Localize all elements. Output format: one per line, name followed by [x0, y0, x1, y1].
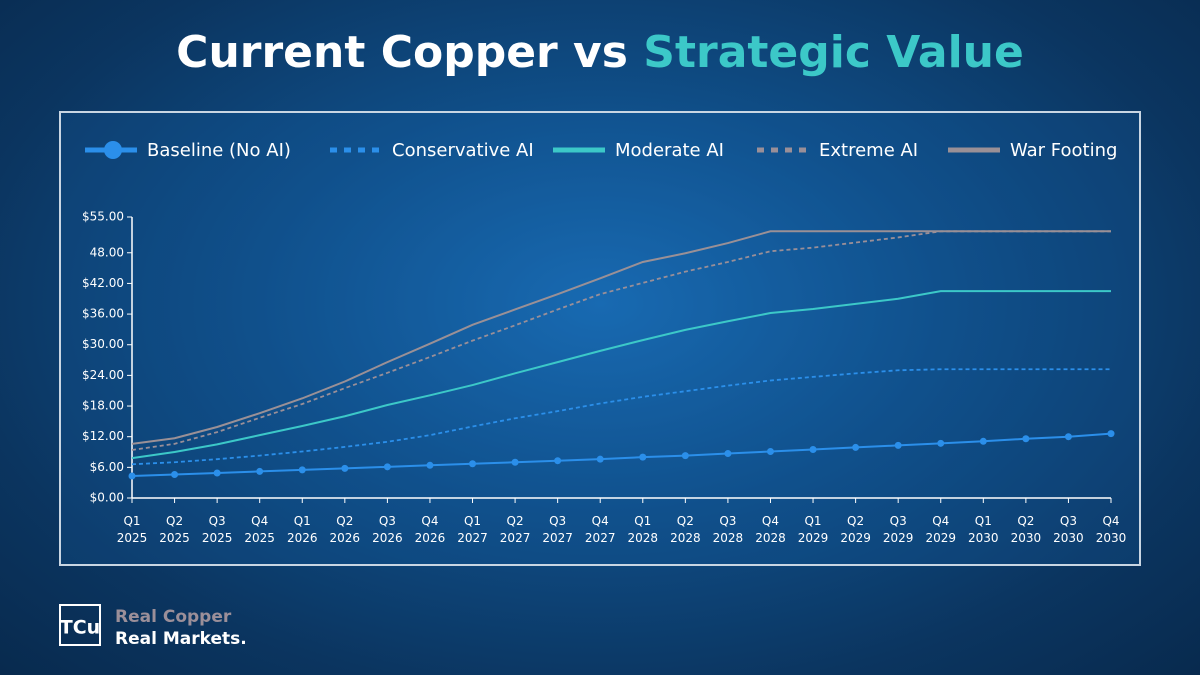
point	[213, 469, 221, 477]
legend-marker	[104, 141, 122, 159]
point	[511, 458, 519, 466]
point	[1022, 435, 1030, 443]
x-tick-label: Q2 2027	[499, 514, 531, 545]
point	[894, 441, 902, 449]
x-tick-label: Q3 2028	[712, 514, 744, 545]
logo: TCu	[60, 617, 100, 639]
x-tick-label: Q4 2025	[244, 514, 275, 545]
footer-line1: Real Copper	[115, 607, 232, 627]
point	[298, 466, 306, 474]
logo-box	[59, 604, 101, 646]
x-tick-label: Q2 2028	[670, 514, 701, 545]
x-tick-label: Q2 2030	[1010, 514, 1042, 545]
y-tick-label: $55.00	[82, 210, 124, 224]
x-tick-label: Q1 2030	[968, 514, 999, 545]
point	[1064, 433, 1072, 441]
chart-panel	[59, 111, 1141, 566]
series-line	[131, 230, 1111, 445]
x-tick-label: Q1 2027	[457, 514, 488, 545]
x-tick-label: Q3 2026	[372, 514, 403, 545]
point	[724, 450, 732, 458]
point	[766, 448, 774, 456]
x-tick-label: Q2 2029	[840, 514, 871, 545]
point	[171, 470, 179, 478]
point	[426, 461, 434, 469]
x-tick-label: Q2 2026	[329, 514, 361, 545]
point	[1107, 430, 1115, 438]
point	[681, 452, 689, 460]
legend-label: War Footing	[1010, 140, 1117, 161]
legend-label: Conservative AI	[392, 140, 534, 161]
x-tick-label: Q3 2027	[542, 514, 573, 545]
point	[979, 437, 987, 445]
series-line	[131, 290, 1111, 460]
chart-title: Current Copper vs Strategic Value	[176, 27, 1024, 78]
x-tick-label: Q4 2028	[755, 514, 786, 545]
legend-label: Extreme AI	[819, 140, 918, 161]
legend-label: Baseline (No AI)	[147, 140, 291, 161]
series-line	[131, 432, 1112, 478]
point	[469, 460, 477, 468]
y-tick-label: $36.00	[82, 307, 124, 321]
x-tick-label: Q4 2027	[584, 514, 616, 545]
x-tick-label: Q3 2029	[882, 514, 914, 545]
point	[554, 457, 562, 465]
title-highlight: Strategic Value	[643, 27, 1024, 78]
point	[852, 443, 860, 451]
point	[596, 455, 604, 463]
point	[341, 464, 349, 472]
x-tick-label: Q1 2029	[797, 514, 829, 545]
y-tick-label: $6.00	[90, 460, 124, 474]
y-tick-label: $42.00	[82, 276, 124, 290]
point	[383, 463, 391, 471]
series-line	[131, 368, 1111, 466]
x-tick-label: Q3 2025	[201, 514, 233, 545]
y-tick-label: $30.00	[82, 337, 124, 351]
point	[937, 439, 945, 447]
x-tick-label: Q4 2026	[414, 514, 446, 545]
point	[128, 472, 136, 480]
y-tick-label: $0.00	[90, 491, 124, 505]
x-tick-label: Q4 2029	[925, 514, 956, 545]
x-tick-label: Q4 2030	[1095, 514, 1127, 545]
title-main: Current Copper vs	[176, 27, 628, 78]
x-tick-label: Q1 2028	[627, 514, 659, 545]
legend-label: Moderate AI	[615, 140, 724, 161]
x-tick-label: Q1 2026	[286, 514, 318, 545]
x-tick-label: Q2 2025	[159, 514, 190, 545]
x-tick-label: Q1 2025	[116, 514, 148, 545]
y-tick-label: 48.00	[90, 245, 124, 259]
point	[256, 467, 264, 475]
y-tick-label: $12.00	[82, 429, 124, 443]
y-tick-label: $24.00	[82, 368, 124, 382]
y-tick-label: $18.00	[82, 399, 124, 413]
x-tick-label: Q3 2030	[1053, 514, 1084, 545]
footer-line2: Real Markets.	[115, 629, 247, 649]
point	[639, 453, 647, 461]
point	[809, 445, 817, 453]
